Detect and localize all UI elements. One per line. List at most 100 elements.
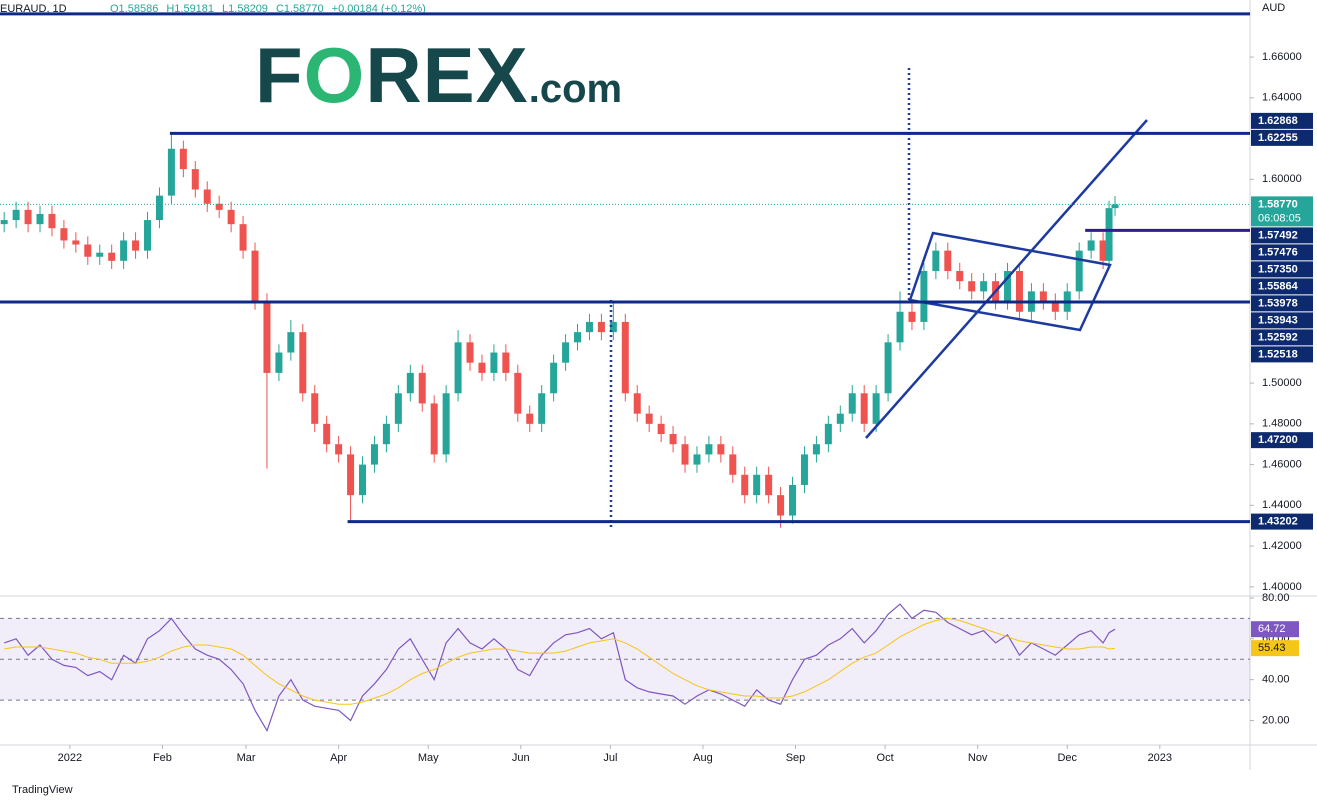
candle-body bbox=[263, 301, 271, 373]
candle-body bbox=[944, 250, 952, 272]
x-tick-label: Jul bbox=[603, 752, 617, 764]
candle-body bbox=[24, 209, 32, 225]
candle-body bbox=[729, 454, 737, 475]
candle-body bbox=[848, 393, 856, 414]
candle-body bbox=[96, 252, 104, 257]
candle-body bbox=[84, 244, 92, 257]
price-tag-label: 1.43202 bbox=[1258, 516, 1298, 528]
logo-part: REX bbox=[365, 31, 529, 119]
y-tick-label: 1.40000 bbox=[1262, 581, 1302, 593]
candle-body bbox=[777, 495, 785, 516]
candle-body bbox=[36, 213, 44, 225]
value-tag bbox=[1251, 621, 1299, 638]
price-tag-label: 1.47200 bbox=[1258, 434, 1298, 446]
price-tag bbox=[1251, 295, 1313, 312]
price-tag bbox=[1251, 432, 1313, 449]
price-tag bbox=[1251, 112, 1313, 129]
candle-body bbox=[144, 220, 152, 251]
candle-body bbox=[406, 372, 414, 394]
candle-body bbox=[1004, 271, 1012, 302]
currency: AUD bbox=[1262, 2, 1285, 14]
price-tag-label: 1.57350 bbox=[1258, 263, 1298, 275]
y-tick-label: 1.42000 bbox=[1262, 540, 1302, 552]
candle-body bbox=[167, 148, 175, 196]
x-tick-label: Oct bbox=[877, 752, 894, 764]
candle-body bbox=[693, 454, 701, 465]
price-tag bbox=[1251, 329, 1313, 346]
candle-body bbox=[1039, 291, 1047, 302]
candle-body bbox=[215, 203, 223, 210]
ohlc-value: +0.00184 (+0.12%) bbox=[332, 3, 426, 15]
price-tag bbox=[1251, 346, 1313, 363]
candle-body bbox=[538, 393, 546, 424]
y-tick-label: 80.00 bbox=[1262, 592, 1290, 604]
candle-body bbox=[442, 393, 450, 455]
candle-body bbox=[1099, 240, 1107, 261]
price-tag-label: 1.53943 bbox=[1258, 314, 1298, 326]
x-tick-label: 2023 bbox=[1148, 752, 1172, 764]
candle-body bbox=[550, 362, 558, 394]
price-tag bbox=[1251, 244, 1313, 261]
candle-body bbox=[633, 393, 641, 414]
candle-body bbox=[466, 342, 474, 363]
candle-body bbox=[1087, 240, 1095, 251]
candle-body bbox=[884, 342, 892, 394]
candle-body bbox=[430, 403, 438, 455]
y-tick-label: 1.50000 bbox=[1262, 377, 1302, 389]
candle-body bbox=[717, 444, 725, 455]
candle-body bbox=[753, 474, 761, 496]
candle-body bbox=[705, 444, 713, 455]
price-tag-label: 1.52592 bbox=[1258, 331, 1298, 343]
x-tick-label: Feb bbox=[153, 752, 172, 764]
candle-body bbox=[251, 250, 259, 302]
candle-body bbox=[1015, 271, 1023, 312]
candle-body bbox=[108, 252, 116, 261]
rsi-line bbox=[4, 617, 1116, 705]
candle-body bbox=[896, 311, 904, 343]
candle-body bbox=[789, 484, 797, 516]
candle-body bbox=[370, 444, 378, 465]
candle-body bbox=[275, 352, 283, 373]
x-tick-label: Apr bbox=[330, 752, 347, 764]
candle-body bbox=[454, 342, 462, 394]
x-tick-label: Dec bbox=[1057, 752, 1077, 764]
candle-body bbox=[562, 342, 570, 363]
symbol: EURAUD, 1D bbox=[0, 3, 67, 15]
candle-body bbox=[191, 169, 199, 190]
candle-body bbox=[48, 213, 56, 229]
x-tick-label: Sep bbox=[786, 752, 806, 764]
price-tag-label: 1.53978 bbox=[1258, 297, 1298, 309]
candle-body bbox=[155, 195, 163, 221]
price-tag bbox=[1251, 513, 1313, 530]
candle-body bbox=[227, 209, 235, 225]
candle-body bbox=[681, 444, 689, 465]
candle-body bbox=[980, 281, 988, 292]
candle-body bbox=[0, 220, 8, 225]
candle-body bbox=[394, 393, 402, 424]
candle-body bbox=[824, 423, 832, 445]
candle-body bbox=[836, 413, 844, 424]
y-tick-label: 1.48000 bbox=[1262, 418, 1302, 430]
x-tick-label: Jun bbox=[512, 752, 530, 764]
price-tag bbox=[1251, 227, 1313, 244]
price-tag bbox=[1251, 261, 1313, 278]
ohlc-value: C1.58770 bbox=[276, 3, 324, 15]
logo-suffix: .com bbox=[528, 67, 623, 111]
candle-body bbox=[645, 413, 653, 424]
candle-body bbox=[908, 311, 916, 322]
candle-body bbox=[741, 474, 749, 496]
candle-body bbox=[347, 454, 355, 496]
y-tick-label: 1.66000 bbox=[1262, 51, 1302, 63]
candle-body bbox=[1051, 301, 1059, 312]
candle-body bbox=[514, 372, 522, 414]
candle-body bbox=[585, 321, 593, 333]
candle-body bbox=[621, 321, 629, 394]
countdown: 06:08:05 bbox=[1258, 212, 1301, 224]
candle-body bbox=[609, 321, 617, 333]
price-tag bbox=[1251, 129, 1313, 146]
candle-body bbox=[920, 271, 928, 322]
drawings bbox=[609, 68, 1148, 528]
candle-body bbox=[956, 271, 964, 282]
candle-body bbox=[1111, 204, 1119, 209]
